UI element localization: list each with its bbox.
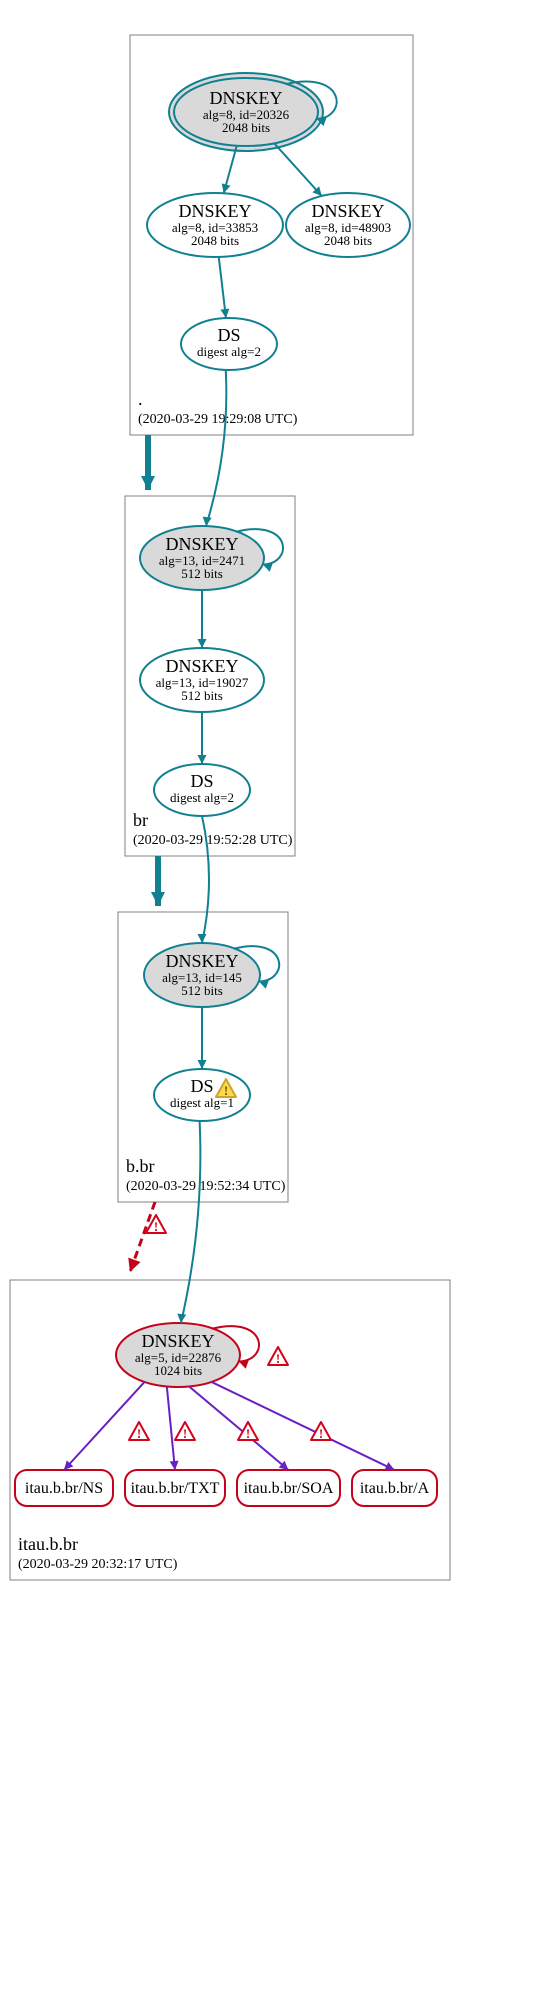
svg-text:DNSKEY: DNSKEY: [165, 534, 238, 554]
sig-edge: [211, 1382, 394, 1470]
svg-text:digest alg=2: digest alg=2: [170, 790, 234, 805]
rr-label: itau.b.br/TXT: [131, 1480, 220, 1497]
node-br_ksk: DNSKEYalg=13, id=2471512 bits: [140, 526, 264, 590]
svg-text:!: !: [137, 1426, 141, 1441]
sig-edge: [167, 1386, 175, 1470]
zone-label: b.br: [126, 1156, 155, 1176]
svg-text:DNSKEY: DNSKEY: [165, 951, 238, 971]
sig-edge: [64, 1382, 145, 1470]
svg-text:DNSKEY: DNSKEY: [178, 201, 251, 221]
svg-text:!: !: [183, 1426, 187, 1441]
svg-text:2048 bits: 2048 bits: [222, 120, 270, 135]
svg-text:DNSKEY: DNSKEY: [165, 656, 238, 676]
svg-text:!: !: [224, 1083, 228, 1098]
svg-text:DNSKEY: DNSKEY: [141, 1331, 214, 1351]
node-root_ksk: DNSKEYalg=8, id=203262048 bits: [169, 73, 323, 151]
svg-text:DNSKEY: DNSKEY: [209, 88, 282, 108]
svg-text:2048 bits: 2048 bits: [324, 233, 372, 248]
svg-text:DS: DS: [217, 325, 240, 345]
zone-timestamp: (2020-03-29 20:32:17 UTC): [18, 1557, 178, 1572]
edge: [181, 1121, 200, 1323]
svg-text:!: !: [246, 1426, 250, 1441]
svg-text:2048 bits: 2048 bits: [191, 233, 239, 248]
rr-label: itau.b.br/SOA: [244, 1480, 334, 1497]
zone-label: .: [138, 389, 143, 409]
edge: [219, 257, 226, 318]
svg-text:!: !: [276, 1351, 280, 1366]
node-br_zsk: DNSKEYalg=13, id=19027512 bits: [140, 648, 264, 712]
node-bbr_ksk: DNSKEYalg=13, id=145512 bits: [144, 943, 260, 1007]
edge: [274, 143, 322, 196]
edge: [206, 370, 226, 526]
svg-text:digest alg=2: digest alg=2: [197, 344, 261, 359]
zone-timestamp: (2020-03-29 19:52:34 UTC): [126, 1179, 286, 1194]
sig-edge: [189, 1386, 288, 1470]
svg-text:512 bits: 512 bits: [181, 688, 223, 703]
rr-label: itau.b.br/NS: [25, 1480, 103, 1497]
node-root_ds: DSdigest alg=2: [181, 318, 277, 370]
node-itau_key: DNSKEYalg=5, id=228761024 bits: [116, 1323, 240, 1387]
node-br_ds: DSdigest alg=2: [154, 764, 250, 816]
zone-timestamp: (2020-03-29 19:29:08 UTC): [138, 412, 298, 427]
node-root_zsk1: DNSKEYalg=8, id=338532048 bits: [147, 193, 283, 257]
svg-text:512 bits: 512 bits: [181, 566, 223, 581]
svg-text:!: !: [319, 1426, 323, 1441]
svg-text:1024 bits: 1024 bits: [154, 1363, 202, 1378]
zone-label: itau.b.br: [18, 1534, 78, 1554]
rr-label: itau.b.br/A: [360, 1480, 430, 1497]
svg-text:512 bits: 512 bits: [181, 983, 223, 998]
svg-text:DS: DS: [190, 1076, 213, 1096]
svg-text:DNSKEY: DNSKEY: [311, 201, 384, 221]
zone-label: br: [133, 810, 148, 830]
node-root_zsk2: DNSKEYalg=8, id=489032048 bits: [286, 193, 410, 257]
svg-text:!: !: [154, 1219, 158, 1234]
svg-text:DS: DS: [190, 771, 213, 791]
zone-timestamp: (2020-03-29 19:52:28 UTC): [133, 833, 293, 848]
